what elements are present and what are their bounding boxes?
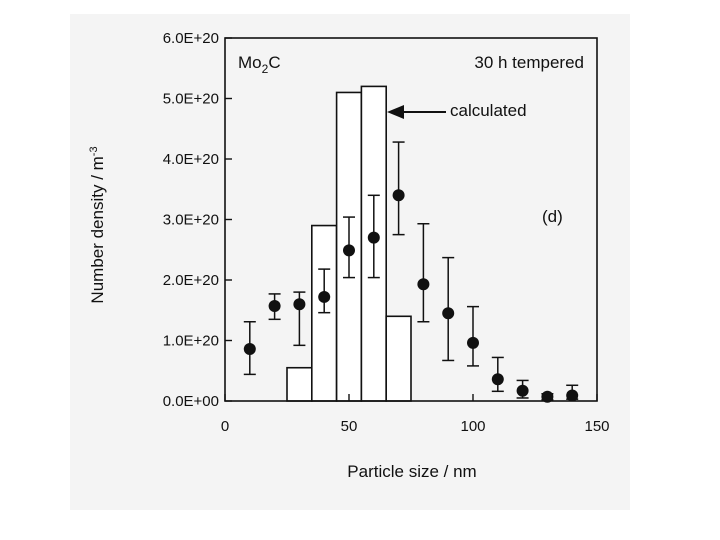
calculated-arrow-label: calculated [450,101,527,120]
y-tick-label: 4.0E+20 [163,151,219,168]
data-point [516,384,529,397]
x-tick-label: 150 [584,418,609,435]
data-point [343,244,355,257]
data-point [318,290,331,303]
x-tick-label: 50 [341,418,358,435]
data-point [566,389,579,402]
histogram-bar [286,366,313,402]
plot-layer: 0.0E+00 1.0E+20 2.0E+20 3.0E+20 4.0E+20 5.0E+… [163,30,610,435]
x-tick-label: 0 [221,418,229,435]
y-tick-label: 5.0E+20 [163,91,219,108]
y-tick-label: 1.0E+20 [163,333,219,350]
data-point [367,231,380,244]
panel-label: (d) [542,207,563,226]
y-tick-label: 3.0E+20 [163,212,219,229]
data-point [417,278,430,291]
material-label: Mo2C [238,53,281,76]
x-axis-label: Particle size / nm [347,462,476,481]
calculated-arrow-head [387,105,404,119]
x-tick-label: 100 [460,418,485,435]
y-axis-label: Number density / m-3 [88,146,107,303]
data-point [293,298,306,311]
condition-label: 30 h tempered [474,53,584,72]
data-point [467,336,479,349]
histogram-bar [385,315,412,402]
y-tick-label: 2.0E+20 [163,272,219,289]
data-point [392,189,405,202]
data-point [541,390,554,403]
y-tick-label: 6.0E+20 [163,30,219,47]
y-tick-label: 0.0E+00 [163,393,219,410]
data-point [491,373,504,386]
data-point [268,300,281,313]
data-point [442,307,455,320]
data-point [243,342,256,355]
